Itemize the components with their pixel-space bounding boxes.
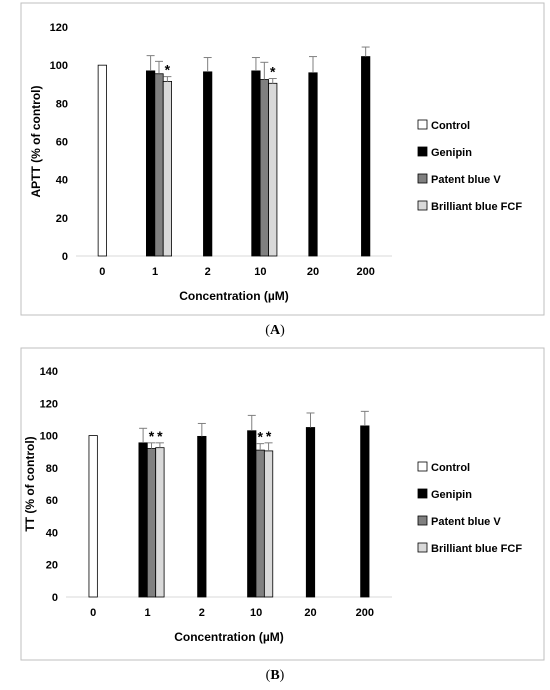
- x-tick-label: 10: [250, 607, 262, 619]
- x-tick-label: 20: [304, 607, 316, 619]
- y-tick-label: 120: [40, 398, 58, 410]
- x-tick-label: 1: [144, 607, 150, 619]
- x-tick-label: 10: [254, 266, 266, 278]
- legend-label: Control: [431, 462, 470, 474]
- bar-genipin: [203, 71, 213, 257]
- significance-marker: *: [257, 429, 263, 445]
- x-axis-label: Concentration (µM): [174, 630, 284, 644]
- x-tick-label: 0: [90, 607, 96, 619]
- legend-label: Genipin: [431, 147, 472, 159]
- bar-genipin: [251, 70, 261, 257]
- y-tick-label: 80: [56, 98, 68, 110]
- chart-a: 0 20 40 60 80 100 120 APTT (% of control) 0 1 2 10 2…: [20, 2, 545, 316]
- bar-patent-blue-v: [154, 73, 164, 257]
- panel-b-label: B: [270, 668, 280, 683]
- chart-frame: [20, 347, 545, 661]
- y-tick-label: 20: [56, 213, 68, 225]
- x-tick-label: 2: [205, 266, 211, 278]
- y-tick-label: 0: [52, 592, 58, 604]
- x-tick-label: 200: [356, 607, 374, 619]
- legend-swatch: [417, 119, 428, 130]
- legend-swatch: [417, 542, 428, 553]
- bar-brilliant-blue-fcf: [162, 80, 172, 257]
- bar-brilliant-blue-fcf: [155, 447, 165, 598]
- y-tick-label: 0: [62, 251, 68, 263]
- legend-swatch: [417, 146, 428, 157]
- panel-b-caption: (B): [265, 668, 285, 683]
- bar-genipin: [360, 425, 370, 598]
- bar-genipin: [197, 435, 207, 598]
- y-tick-label: 40: [56, 175, 68, 187]
- legend-swatch: [417, 173, 428, 184]
- legend-swatch: [417, 488, 428, 499]
- y-axis-label: APTT (% of control): [29, 86, 43, 198]
- significance-marker: *: [157, 428, 163, 444]
- y-axis-label: TT (% of control): [23, 436, 37, 531]
- y-tick-label: 60: [46, 495, 58, 507]
- y-tick-label: 80: [46, 463, 58, 475]
- legend-label: Brilliant blue FCF: [431, 201, 522, 213]
- significance-marker: *: [165, 62, 171, 78]
- legend-swatch: [417, 200, 428, 211]
- legend-swatch: [417, 515, 428, 526]
- significance-marker: *: [266, 428, 272, 444]
- y-tick-label: 20: [46, 560, 58, 572]
- panel-b: 0 20 40 60 80 100 120 140 TT (% of control) 0 1 2 10…: [0, 345, 550, 690]
- legend-label: Patent blue V: [431, 516, 501, 528]
- bar-genipin: [308, 72, 318, 257]
- chart-frame: [20, 2, 545, 316]
- y-tick-label: 140: [40, 366, 58, 378]
- bar-genipin: [361, 56, 371, 257]
- panel-a-caption: (A): [265, 323, 285, 338]
- legend-swatch: [417, 461, 428, 472]
- y-tick-label: 120: [50, 22, 68, 34]
- bar-control: [97, 64, 107, 257]
- x-tick-label: 1: [152, 266, 158, 278]
- bar-patent-blue-v: [259, 79, 269, 257]
- x-tick-label: 2: [199, 607, 205, 619]
- legend-label: Brilliant blue FCF: [431, 543, 522, 555]
- bar-patent-blue-v: [255, 449, 265, 598]
- chart-b: 0 20 40 60 80 100 120 140 TT (% of control) 0 1 2 10…: [20, 347, 545, 661]
- y-tick-label: 100: [50, 60, 68, 72]
- bar-genipin: [145, 70, 156, 257]
- bar-genipin: [305, 427, 316, 598]
- y-tick-label: 60: [56, 137, 68, 149]
- bar-genipin: [247, 430, 257, 598]
- x-tick-label: 0: [99, 266, 105, 278]
- significance-marker: *: [270, 64, 276, 80]
- y-tick-label: 40: [46, 527, 58, 539]
- bar-genipin: [138, 442, 148, 598]
- bar-brilliant-blue-fcf: [268, 82, 278, 257]
- significance-marker: *: [149, 428, 155, 444]
- legend-label: Genipin: [431, 489, 472, 501]
- bar-brilliant-blue-fcf: [263, 450, 274, 598]
- panel-a-label: A: [269, 323, 281, 338]
- legend-label: Control: [431, 120, 470, 132]
- x-axis-label: Concentration (µM): [179, 289, 289, 303]
- panel-a: 0 20 40 60 80 100 120 APTT (% of control) 0 1 2 10 2…: [20, 2, 545, 338]
- legend-label: Patent blue V: [431, 174, 501, 186]
- y-tick-label: 100: [40, 431, 58, 443]
- x-tick-label: 20: [307, 266, 319, 278]
- x-tick-label: 200: [356, 266, 374, 278]
- bar-control: [88, 435, 98, 598]
- bar-patent-blue-v: [146, 448, 157, 598]
